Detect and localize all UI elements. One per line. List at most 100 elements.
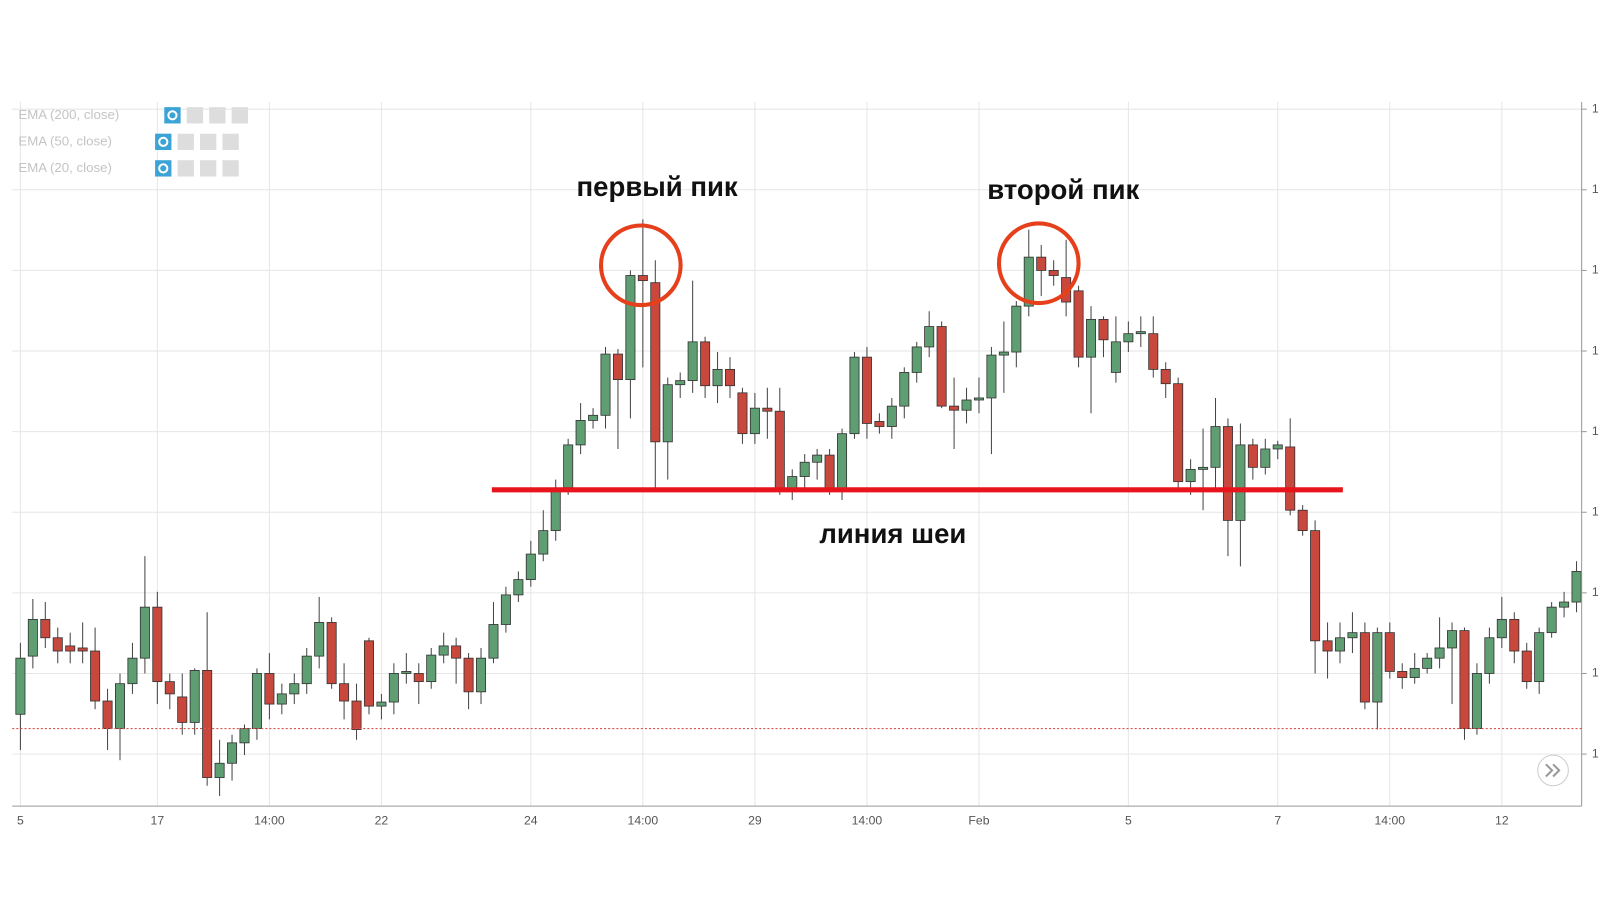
candle-body xyxy=(127,657,138,685)
candle-body xyxy=(774,410,785,491)
candle-body xyxy=(1310,530,1321,642)
y-tick-label: 1 xyxy=(1592,424,1599,438)
candle-body xyxy=(500,594,511,625)
candle-body xyxy=(1260,448,1271,468)
candle-body xyxy=(973,397,984,401)
candle-body xyxy=(388,673,399,703)
candle-body xyxy=(1160,368,1171,385)
candle-body xyxy=(563,444,574,489)
candle-body xyxy=(1210,426,1221,468)
peak-circle xyxy=(598,223,683,308)
candle-body xyxy=(401,671,412,674)
x-tick-label: 14:00 xyxy=(628,814,659,828)
candle-body xyxy=(40,618,51,639)
candle-body xyxy=(1098,318,1109,341)
candle-body xyxy=(612,353,623,380)
candle-body xyxy=(874,421,885,427)
candle-body xyxy=(1471,673,1482,729)
candle-body xyxy=(476,657,487,693)
candle-body xyxy=(426,654,437,683)
candle-body xyxy=(625,275,636,380)
candle-body xyxy=(1198,466,1209,470)
x-tick-label: 7 xyxy=(1274,814,1281,828)
candle-body xyxy=(1222,426,1233,521)
candle-body xyxy=(326,622,337,685)
candle-body xyxy=(438,645,449,656)
candle-body xyxy=(837,433,848,491)
candle-body xyxy=(924,326,935,348)
candle-body xyxy=(463,657,474,693)
annotation: второй пик xyxy=(987,174,1139,205)
candle-body xyxy=(1546,606,1557,634)
candle-body xyxy=(725,368,736,387)
candle-body xyxy=(525,553,536,580)
candle-body xyxy=(799,461,810,477)
peak-circle xyxy=(996,221,1081,306)
annotation: линия шеи xyxy=(819,518,966,549)
y-tick-label: 1 xyxy=(1592,746,1599,760)
candle-body xyxy=(849,356,860,435)
candle-body xyxy=(202,670,213,778)
candle-body xyxy=(749,407,760,435)
candle-body xyxy=(1297,509,1308,532)
candle-body xyxy=(214,762,225,778)
candle-body xyxy=(301,655,312,685)
candle-body xyxy=(1521,650,1532,683)
candle-body xyxy=(52,637,63,652)
candle-body xyxy=(1384,632,1395,672)
candle-body xyxy=(1496,618,1507,639)
candle-body xyxy=(1148,333,1159,370)
candle-body xyxy=(264,673,275,705)
candle-body xyxy=(1571,571,1582,603)
candle-body xyxy=(152,606,163,683)
candle-body xyxy=(65,645,76,652)
candles xyxy=(15,219,1582,796)
candle-body xyxy=(1359,632,1370,703)
candle-body xyxy=(650,282,661,443)
scroll-button[interactable] xyxy=(1537,754,1569,787)
candle-body xyxy=(1185,468,1196,483)
candle-body xyxy=(998,351,1009,356)
candle-body xyxy=(1073,290,1084,358)
candle-body xyxy=(1347,632,1358,639)
candle-body xyxy=(1372,632,1383,703)
candle-body xyxy=(538,530,549,555)
candle-body xyxy=(588,414,599,421)
candle-body xyxy=(812,454,823,463)
candle-body xyxy=(164,681,175,695)
candle-body xyxy=(1086,318,1097,358)
annotation: первый пик xyxy=(577,171,738,202)
candle-body xyxy=(451,645,462,659)
x-tick-label: 14:00 xyxy=(1374,814,1405,828)
candle-body xyxy=(575,420,586,446)
candle-body xyxy=(1434,647,1445,659)
candle-body xyxy=(488,624,499,659)
candle-body xyxy=(1036,256,1047,271)
candle-body xyxy=(102,700,113,729)
candle-body xyxy=(1509,618,1520,652)
candle-body xyxy=(949,405,960,411)
candle-body xyxy=(314,622,325,657)
candle-body xyxy=(1023,256,1034,307)
indicator-label: EMA (20, close) xyxy=(18,160,112,175)
x-tick-label: 24 xyxy=(524,814,538,828)
grid xyxy=(12,102,1582,807)
candle-body xyxy=(600,353,611,416)
candle-body xyxy=(936,326,947,407)
candle-body xyxy=(861,356,872,424)
candle-body xyxy=(886,405,897,427)
candle-body xyxy=(637,275,648,282)
y-tick-label: 1 xyxy=(1592,666,1599,680)
candle-body xyxy=(276,693,287,705)
candle-body xyxy=(1247,444,1258,468)
indicator-icons[interactable] xyxy=(155,107,248,177)
candle-body xyxy=(1272,444,1283,450)
candle-body xyxy=(1135,331,1146,335)
candle-body xyxy=(675,380,686,386)
candle-body xyxy=(376,701,387,707)
indicator-label: EMA (200, close) xyxy=(18,107,119,122)
candle-body xyxy=(1011,305,1022,353)
candle-body xyxy=(413,673,424,683)
x-tick-label: 12 xyxy=(1495,814,1509,828)
